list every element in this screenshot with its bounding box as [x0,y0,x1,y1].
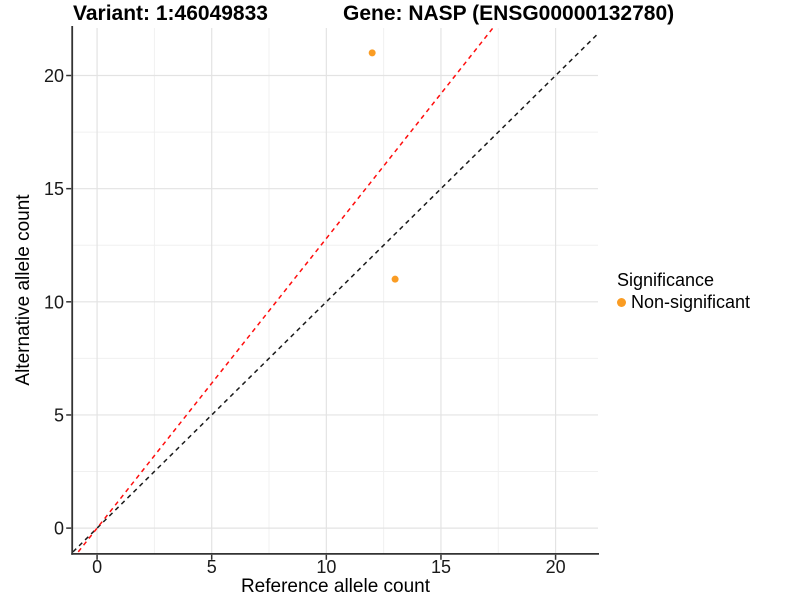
y-tick-label: 0 [54,519,64,539]
y-tick-label: 15 [44,179,64,199]
legend-item-non-significant: Non-significant [617,291,750,313]
data-point [368,49,376,57]
legend-title: Significance [617,270,715,290]
x-tick-label: 5 [207,557,217,577]
plot-title-gene: Gene: NASP (ENSG00000132780) [343,2,675,25]
y-tick-label: 5 [54,405,64,425]
x-axis-title: Reference allele count [240,576,431,597]
legend-item-label: Non-significant [631,292,751,312]
legend: Significance Non-significant [617,269,750,313]
x-tick-label: 0 [92,557,102,577]
non-significant-point-icon [617,297,626,307]
y-tick-label: 20 [44,66,64,86]
data-point [391,275,399,283]
y-axis-title: Alternative allele count [13,194,34,386]
identity-line [73,33,598,553]
x-tick-label: 20 [546,557,566,577]
x-tick-label: 10 [316,557,336,577]
y-tick-label: 10 [44,292,64,312]
plot-title-variant: Variant: 1:46049833 [73,2,268,25]
x-tick-label: 15 [431,557,451,577]
